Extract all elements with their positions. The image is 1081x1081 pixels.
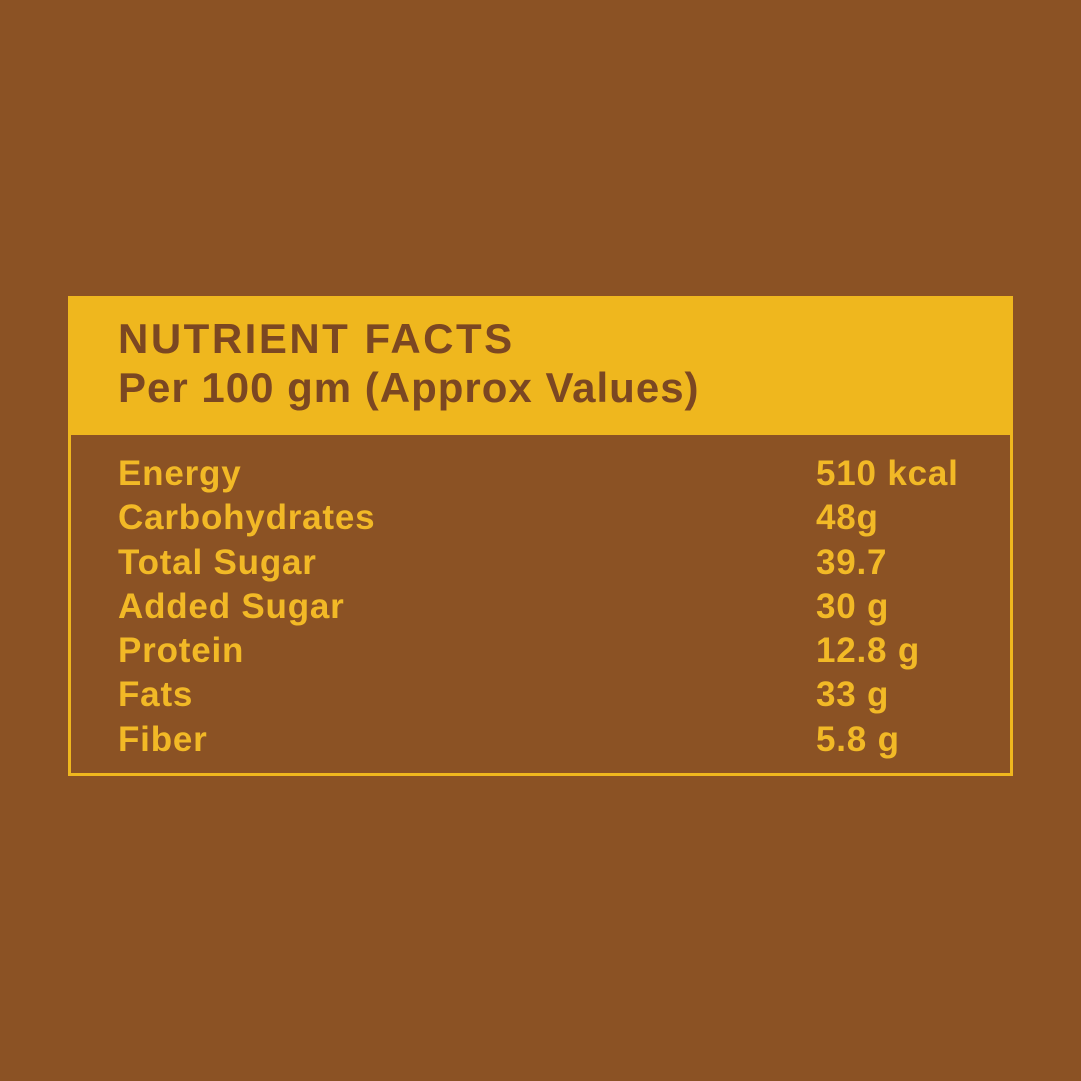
nutrient-table: Energy 510 kcal Carbohydrates 48g Total … — [68, 435, 1013, 776]
nutrition-label-title: NUTRIENT FACTS — [118, 315, 515, 362]
nutrition-label-panel: NUTRIENT FACTS Per 100 gm (Approx Values… — [68, 296, 1013, 776]
nutrient-value: 39.7 — [816, 542, 888, 582]
nutrient-value: 12.8 g — [816, 631, 921, 671]
nutrient-row: Total Sugar 39.7 — [118, 541, 990, 585]
nutrition-label-subtitle: Per 100 gm (Approx Values) — [118, 364, 700, 411]
nutrient-value: 510 kcal — [816, 454, 959, 493]
nutrient-name: Fats — [118, 675, 194, 715]
nutrient-value: 30 g — [816, 586, 890, 626]
nutrient-value: 48g — [816, 498, 879, 538]
nutrient-row: Carbohydrates 48g — [118, 496, 990, 540]
nutrient-value: 5.8 g — [816, 719, 900, 759]
nutrient-row: Energy 510 kcal — [118, 452, 990, 496]
nutrient-name: Protein — [118, 631, 245, 671]
nutrient-row: Added Sugar 30 g — [118, 585, 990, 629]
nutrient-row: Protein 12.8 g — [118, 629, 990, 673]
nutrition-label-header: NUTRIENT FACTS Per 100 gm (Approx Values… — [68, 296, 1013, 435]
nutrient-value: 33 g — [816, 675, 890, 715]
nutrient-name: Energy — [118, 454, 242, 493]
nutrient-name: Added Sugar — [118, 586, 345, 626]
nutrient-name: Fiber — [118, 719, 208, 759]
nutrient-name: Total Sugar — [118, 542, 317, 582]
nutrient-row: Fiber 5.8 g — [118, 718, 990, 762]
nutrient-row: Fats 33 g — [118, 673, 990, 717]
nutrient-name: Carbohydrates — [118, 498, 376, 538]
